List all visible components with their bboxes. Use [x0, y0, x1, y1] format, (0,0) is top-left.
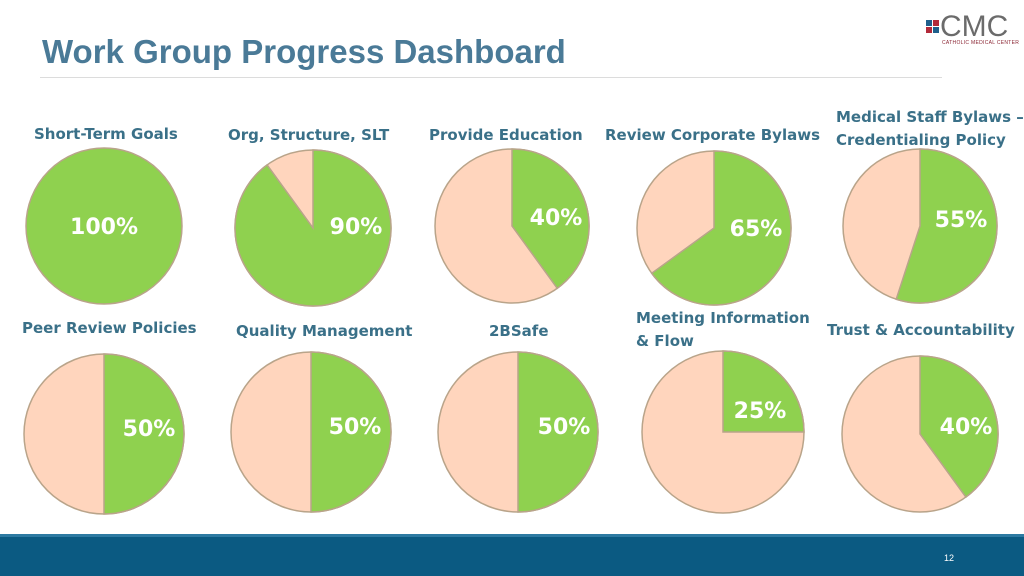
cmc-logo: CMC CATHOLIC MEDICAL CENTER — [926, 10, 1019, 46]
pie-slice-complete — [722, 350, 805, 433]
page-title: Work Group Progress Dashboard — [42, 33, 566, 70]
pie-value-label: 40% — [530, 206, 583, 231]
pie-value-label: 100% — [70, 215, 138, 240]
pie-title: Short-Term Goals — [34, 125, 178, 143]
pie-chart-2: 90% — [234, 149, 392, 307]
pie-chart-1: 100% — [25, 147, 183, 305]
pie-title: Quality Management — [236, 322, 413, 340]
pie-value-label: 90% — [330, 215, 383, 240]
pie-value-label: 50% — [538, 415, 591, 440]
pie-title: Provide Education — [429, 126, 583, 144]
pie-value-label: 55% — [935, 208, 988, 233]
pie-slice-complete — [234, 149, 392, 307]
pie-value-label: 50% — [123, 417, 176, 442]
pie-title: Review Corporate Bylaws — [605, 126, 820, 144]
footer-accent-line — [0, 534, 1024, 537]
pie-chart-4: 65% — [636, 150, 792, 306]
pie-title: Meeting Information & Flow — [636, 309, 810, 350]
title-divider — [40, 77, 942, 78]
pie-title: Org, Structure, SLT — [228, 126, 390, 144]
pie-chart-3: 40% — [434, 148, 590, 304]
pie-title: Medical Staff Bylaws – Credentialing Pol… — [836, 108, 1024, 149]
pie-chart-7: 50% — [230, 351, 392, 513]
pie-slice-complete — [895, 148, 998, 304]
pie-slice-complete — [103, 353, 185, 515]
pie-slice-complete — [517, 351, 599, 513]
pie-chart-9: 25% — [641, 350, 805, 514]
pie-value-label: 65% — [730, 217, 783, 242]
pie-chart-8: 50% — [437, 351, 599, 513]
pie-slice-complete — [25, 147, 183, 305]
pie-slice-complete — [511, 148, 590, 290]
pie-slice-complete — [310, 351, 392, 513]
pie-slice-complete — [919, 355, 999, 499]
footer-bar — [0, 537, 1024, 576]
logo-text: CMC — [940, 10, 1008, 43]
pie-chart-10: 40% — [841, 355, 999, 513]
pie-value-label: 40% — [940, 415, 993, 440]
page-number: 12 — [944, 553, 955, 563]
pie-value-label: 50% — [329, 415, 382, 440]
logo-mark-icon — [926, 20, 939, 33]
pie-value-label: 25% — [734, 399, 787, 424]
pie-title: 2BSafe — [489, 322, 549, 340]
pie-title: Peer Review Policies — [22, 319, 197, 337]
pie-title: Trust & Accountability — [827, 321, 1015, 339]
pie-chart-5: 55% — [842, 148, 998, 304]
logo-subtitle: CATHOLIC MEDICAL CENTER — [942, 40, 1019, 46]
pie-slice-complete — [650, 150, 792, 306]
pie-chart-6: 50% — [23, 353, 185, 515]
